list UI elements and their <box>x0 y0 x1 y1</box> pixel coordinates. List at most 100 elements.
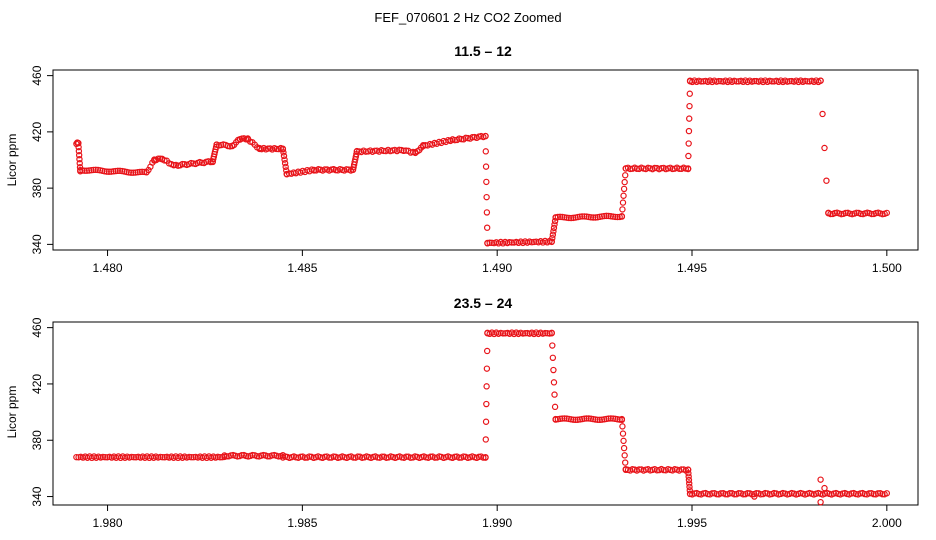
data-point <box>75 139 82 147</box>
data-point <box>548 238 555 245</box>
data-point <box>879 490 886 498</box>
data-point <box>717 490 725 497</box>
data-point <box>528 239 535 246</box>
data-point <box>605 415 612 422</box>
data-point <box>483 383 490 390</box>
data-point <box>374 454 381 461</box>
data-point <box>726 490 734 497</box>
data-point <box>596 416 603 424</box>
x-tick-label: 1.495 <box>677 261 707 275</box>
data-point <box>521 330 529 337</box>
y-tick-label: 460 <box>30 65 44 85</box>
data-point <box>519 330 527 337</box>
data-point <box>563 214 570 221</box>
x-tick-label: 1.995 <box>677 516 707 530</box>
data-point <box>130 169 137 176</box>
data-point <box>551 391 558 398</box>
data-point <box>76 160 83 167</box>
y-tick-label: 380 <box>30 430 44 450</box>
data-point <box>620 444 628 452</box>
data-point <box>874 490 882 497</box>
data-point <box>550 228 557 235</box>
data-point <box>618 415 626 423</box>
data-point <box>686 115 693 122</box>
data-point <box>280 149 287 156</box>
plot-frame <box>52 69 919 251</box>
data-point <box>403 453 410 460</box>
data-point <box>619 206 626 213</box>
data-point <box>281 160 289 167</box>
data-point <box>550 224 558 232</box>
data-point <box>612 213 619 221</box>
data-point <box>708 490 716 497</box>
y-tick-label: 340 <box>30 486 44 506</box>
data-point <box>607 415 615 422</box>
data-point <box>622 172 629 179</box>
data-point <box>751 493 758 500</box>
data-point <box>704 490 711 498</box>
data-point <box>325 454 333 461</box>
data-point <box>483 400 490 408</box>
data-point <box>223 453 230 460</box>
data-point <box>594 416 601 423</box>
data-point <box>482 418 490 425</box>
data-point <box>842 209 849 217</box>
data-point <box>817 498 824 506</box>
data-point <box>114 167 122 175</box>
data-point <box>90 166 97 174</box>
data-point <box>686 90 693 97</box>
y-tick-label: 340 <box>30 234 44 254</box>
data-point <box>581 213 588 220</box>
data-point <box>549 342 556 349</box>
data-point <box>350 454 357 461</box>
data-point <box>486 239 493 246</box>
data-point <box>554 213 562 221</box>
data-point <box>592 416 599 423</box>
data-point <box>154 155 162 162</box>
data-point <box>821 144 828 152</box>
data-point <box>685 127 693 135</box>
data-point <box>508 239 516 246</box>
data-point <box>549 231 557 238</box>
data-point <box>733 78 740 85</box>
plot-frame <box>52 321 919 506</box>
data-point <box>483 178 490 186</box>
data-point <box>804 78 811 85</box>
axis-ticks: 1.480 1.485 1.490 1.495 1.500 340 380 420 460 <box>30 65 902 275</box>
data-point <box>861 490 868 498</box>
data-point <box>570 416 577 423</box>
data-point <box>621 178 628 186</box>
data-point <box>685 470 692 477</box>
data-point <box>483 347 491 355</box>
x-tick-label: 1.500 <box>872 261 902 275</box>
data-point <box>353 147 361 155</box>
x-tick-label: 1.490 <box>482 261 512 275</box>
data-point <box>469 134 476 141</box>
data-point <box>870 490 877 498</box>
data-point <box>685 476 693 484</box>
data-point <box>103 168 110 175</box>
y-tick-label: 460 <box>30 317 44 337</box>
data-point <box>620 185 628 193</box>
data-point <box>116 167 124 175</box>
data-point <box>99 453 107 461</box>
data-point <box>559 415 566 422</box>
data-point <box>79 167 86 174</box>
data-point <box>868 210 875 218</box>
data-point <box>551 221 558 228</box>
data-point <box>159 454 166 461</box>
data-point <box>686 483 693 491</box>
data-point <box>561 415 568 422</box>
data-point <box>482 132 489 140</box>
data-point <box>614 213 621 221</box>
data-point <box>105 168 113 175</box>
y-tick-label: 380 <box>30 178 44 198</box>
data-point <box>76 155 83 163</box>
data-point <box>130 453 138 461</box>
y-tick-label: 420 <box>30 374 44 394</box>
data-point <box>601 212 608 220</box>
data-point <box>188 454 195 461</box>
data-point <box>482 163 490 170</box>
data-point <box>817 77 824 84</box>
data-point <box>483 365 491 372</box>
